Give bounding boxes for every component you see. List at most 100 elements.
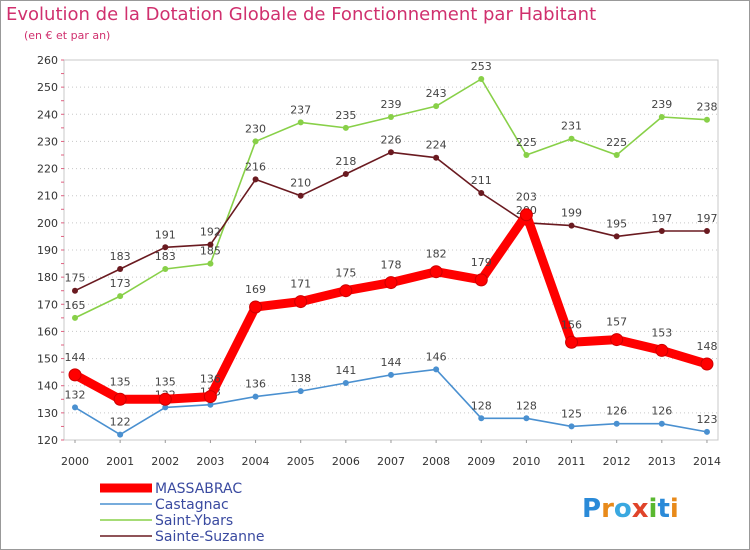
y-tick-label: 150 bbox=[37, 353, 58, 366]
data-label-saint-ybars: 239 bbox=[651, 98, 672, 111]
data-label-massabrac: 171 bbox=[290, 278, 311, 291]
data-label-saint-ybars: 183 bbox=[155, 250, 176, 263]
data-point-massabrac bbox=[113, 392, 127, 406]
y-tick-label: 190 bbox=[37, 244, 58, 257]
data-label-sainte-suzanne: 191 bbox=[155, 228, 176, 241]
data-point-castagnac bbox=[658, 420, 665, 427]
data-label-saint-ybars: 225 bbox=[606, 136, 627, 149]
x-tick-label: 2009 bbox=[467, 455, 495, 468]
data-label-saint-ybars: 225 bbox=[516, 136, 537, 149]
legend-label-castagnac: Castagnac bbox=[155, 497, 229, 513]
data-label-massabrac: 135 bbox=[110, 375, 131, 388]
chart-title: Evolution de la Dotation Globale de Fonc… bbox=[6, 4, 596, 25]
data-point-sainte-suzanne bbox=[478, 190, 485, 196]
logo-letter: r bbox=[601, 494, 614, 524]
legend-label-saint-ybars: Saint-Ybars bbox=[155, 513, 233, 529]
data-point-sainte-suzanne bbox=[297, 192, 304, 199]
y-tick-label: 200 bbox=[37, 217, 58, 230]
data-point-massabrac bbox=[474, 273, 488, 287]
data-label-castagnac: 122 bbox=[110, 416, 131, 429]
data-point-massabrac bbox=[565, 335, 579, 349]
y-tick-label: 250 bbox=[37, 81, 58, 94]
data-point-saint-ybars bbox=[252, 138, 259, 145]
data-label-sainte-suzanne: 192 bbox=[200, 226, 221, 239]
data-point-castagnac bbox=[72, 404, 78, 411]
legend-label-massabrac: MASSABRAC bbox=[155, 481, 242, 497]
data-label-sainte-suzanne: 226 bbox=[380, 133, 401, 146]
data-label-saint-ybars: 237 bbox=[290, 103, 311, 116]
data-point-massabrac bbox=[203, 390, 217, 404]
y-tick-label: 120 bbox=[37, 434, 58, 447]
data-point-massabrac bbox=[429, 265, 443, 279]
data-label-saint-ybars: 238 bbox=[696, 101, 717, 114]
data-label-saint-ybars: 243 bbox=[426, 87, 447, 100]
data-point-sainte-suzanne bbox=[568, 222, 575, 229]
data-point-castagnac bbox=[523, 415, 530, 422]
x-tick-label: 2005 bbox=[287, 455, 315, 468]
data-point-saint-ybars bbox=[568, 135, 575, 142]
logo-letter: i bbox=[649, 494, 658, 524]
data-point-sainte-suzanne bbox=[207, 241, 214, 248]
data-point-saint-ybars bbox=[162, 266, 169, 272]
data-label-massabrac: 148 bbox=[696, 340, 717, 353]
y-tick-label: 210 bbox=[37, 190, 58, 203]
data-point-castagnac bbox=[117, 431, 124, 438]
y-tick-label: 220 bbox=[37, 163, 58, 176]
data-label-castagnac: 128 bbox=[471, 399, 492, 412]
data-label-castagnac: 144 bbox=[380, 356, 401, 369]
data-point-massabrac bbox=[249, 300, 263, 314]
data-label-sainte-suzanne: 197 bbox=[651, 212, 672, 225]
data-point-massabrac bbox=[294, 295, 308, 309]
data-label-castagnac: 136 bbox=[245, 378, 266, 391]
data-point-sainte-suzanne bbox=[703, 228, 710, 234]
x-tick-label: 2012 bbox=[603, 455, 631, 468]
data-label-sainte-suzanne: 210 bbox=[290, 177, 311, 190]
data-label-massabrac: 169 bbox=[245, 283, 266, 296]
data-point-saint-ybars bbox=[117, 293, 124, 300]
data-point-sainte-suzanne bbox=[613, 233, 620, 240]
data-point-castagnac bbox=[252, 393, 259, 400]
data-point-castagnac bbox=[207, 401, 214, 408]
data-point-massabrac bbox=[339, 284, 353, 298]
y-tick-label: 180 bbox=[37, 271, 58, 284]
data-point-sainte-suzanne bbox=[162, 244, 169, 251]
x-tick-label: 2006 bbox=[332, 455, 360, 468]
data-label-massabrac: 175 bbox=[335, 267, 356, 280]
logo-letter: i bbox=[670, 494, 679, 524]
legend: MASSABRACCastagnacSaint-YbarsSainte-Suza… bbox=[100, 481, 264, 545]
data-point-saint-ybars bbox=[433, 103, 440, 110]
data-point-sainte-suzanne bbox=[387, 149, 394, 156]
data-label-sainte-suzanne: 199 bbox=[561, 207, 582, 220]
data-point-castagnac bbox=[387, 371, 394, 378]
data-point-massabrac bbox=[68, 368, 82, 382]
data-point-castagnac bbox=[613, 420, 620, 427]
data-label-sainte-suzanne: 195 bbox=[606, 217, 627, 230]
legend-label-sainte-suzanne: Sainte-Suzanne bbox=[155, 529, 264, 545]
data-label-saint-ybars: 185 bbox=[200, 245, 221, 258]
y-tick-label: 230 bbox=[37, 135, 58, 148]
data-point-saint-ybars bbox=[478, 76, 485, 82]
data-label-saint-ybars: 253 bbox=[471, 60, 492, 73]
data-point-saint-ybars bbox=[613, 152, 620, 158]
data-point-saint-ybars bbox=[342, 124, 349, 131]
x-tick-label: 2004 bbox=[242, 455, 270, 468]
x-tick-label: 2008 bbox=[422, 455, 450, 468]
x-tick-label: 2011 bbox=[558, 455, 586, 468]
data-label-saint-ybars: 231 bbox=[561, 120, 582, 133]
y-tick-label: 260 bbox=[37, 54, 58, 67]
y-tick-label: 240 bbox=[37, 108, 58, 121]
data-label-massabrac: 178 bbox=[380, 259, 401, 272]
data-point-saint-ybars bbox=[207, 260, 214, 267]
y-tick-label: 170 bbox=[37, 298, 58, 311]
data-label-sainte-suzanne: 218 bbox=[335, 155, 356, 168]
data-point-castagnac bbox=[703, 428, 710, 435]
axes: 120 130 140 150 160 170 180 190 200 210 220 230 240 2… bbox=[37, 54, 721, 468]
logo-text: Proxiti bbox=[582, 494, 679, 524]
data-label-massabrac: 182 bbox=[426, 248, 447, 261]
data-label-massabrac: 136 bbox=[200, 373, 221, 386]
data-label-saint-ybars: 173 bbox=[110, 277, 131, 290]
data-point-saint-ybars bbox=[658, 114, 665, 120]
